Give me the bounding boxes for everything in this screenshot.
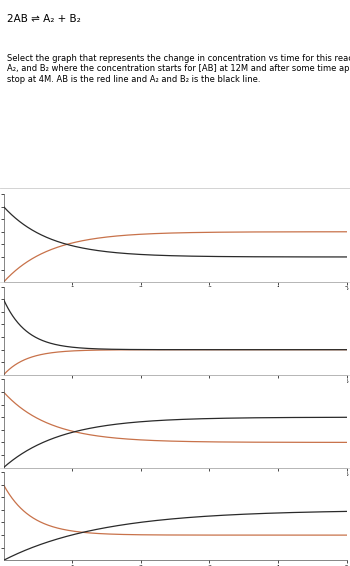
Text: Select the graph that represents the change in concentration vs time for this re: Select the graph that represents the cha…: [7, 54, 350, 84]
X-axis label: Time: Time: [166, 293, 184, 302]
Text: 2AB ⇌ A₂ + B₂: 2AB ⇌ A₂ + B₂: [7, 14, 81, 24]
X-axis label: Time: Time: [166, 478, 184, 487]
X-axis label: Time: Time: [166, 385, 184, 395]
